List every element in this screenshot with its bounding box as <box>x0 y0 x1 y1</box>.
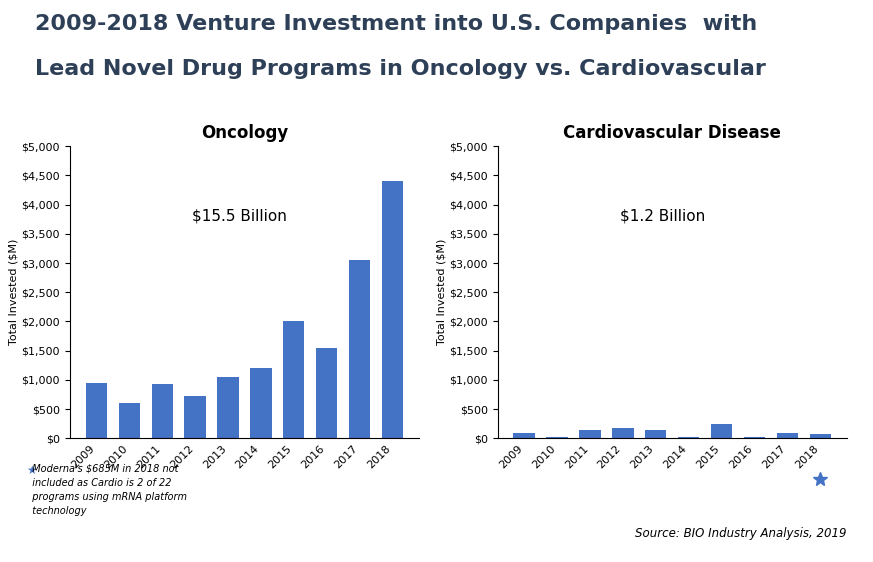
Bar <box>809 434 831 438</box>
Text: Lead Novel Drug Programs in Oncology vs. Cardiovascular: Lead Novel Drug Programs in Oncology vs.… <box>35 59 766 79</box>
Bar <box>513 433 535 438</box>
Text: Source: BIO Industry Analysis, 2019: Source: BIO Industry Analysis, 2019 <box>636 527 847 540</box>
Bar <box>612 428 634 438</box>
Text: $1.2 Billion: $1.2 Billion <box>620 209 705 224</box>
Bar <box>283 321 305 438</box>
Bar <box>711 424 732 438</box>
Bar <box>152 384 173 438</box>
Bar <box>251 368 272 438</box>
Bar <box>678 437 699 438</box>
Bar <box>546 437 567 438</box>
Text: 2009-2018 Venture Investment into U.S. Companies  with: 2009-2018 Venture Investment into U.S. C… <box>35 14 757 34</box>
Bar <box>744 437 765 438</box>
Text: $15.5 Billion: $15.5 Billion <box>192 209 287 224</box>
Bar <box>777 433 798 438</box>
Bar <box>316 348 337 438</box>
Bar <box>119 404 140 438</box>
Text: ★: ★ <box>26 464 37 477</box>
Title: Oncology: Oncology <box>201 124 288 142</box>
Bar <box>217 377 238 438</box>
Text: Moderna's $685M in 2018 not
  included as Cardio is 2 of 22
  programs using mRN: Moderna's $685M in 2018 not included as … <box>26 464 187 516</box>
Bar <box>382 181 403 438</box>
Y-axis label: Total Invested ($M): Total Invested ($M) <box>436 239 446 346</box>
Title: Cardiovascular Disease: Cardiovascular Disease <box>563 124 781 142</box>
Bar <box>349 260 370 438</box>
Bar <box>86 383 107 438</box>
Bar <box>580 429 601 438</box>
Bar <box>645 430 666 438</box>
Y-axis label: Total Invested ($M): Total Invested ($M) <box>9 239 18 346</box>
Bar <box>184 396 206 438</box>
